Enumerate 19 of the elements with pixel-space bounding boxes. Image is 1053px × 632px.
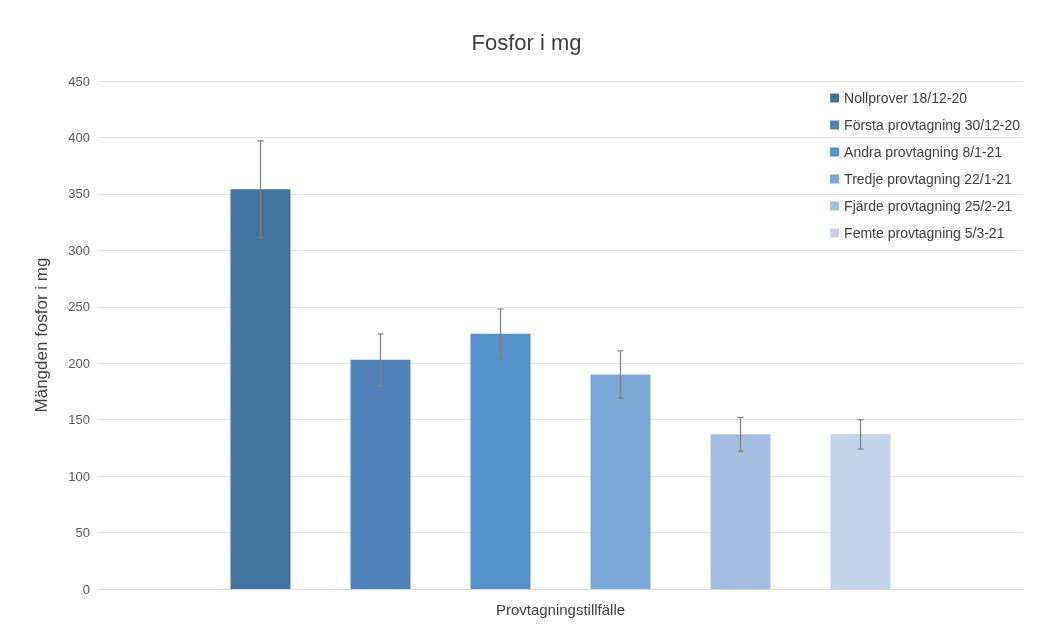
y-tick-label: 200 [68, 355, 90, 371]
y-tick-label: 50 [75, 525, 90, 541]
legend-label: Första provtagning 30/12-20 [844, 117, 1021, 133]
legend-label: Andra provtagning 8/1-21 [844, 144, 1003, 160]
y-axis-title: Mängden fosfor i mg [32, 257, 51, 413]
y-tick-label: 150 [68, 412, 90, 428]
legend-label: Femte provtagning 5/3-21 [844, 225, 1005, 241]
y-tick-label: 100 [68, 468, 90, 484]
legend-label: Tredje provtagning 22/1-21 [844, 171, 1012, 187]
chart-title: Fosfor i mg [471, 29, 582, 55]
y-tick-label: 450 [68, 73, 90, 89]
legend-label: Fjärde provtagning 25/2-21 [844, 198, 1013, 214]
y-tick-label: 350 [68, 186, 90, 202]
legend-label: Nollprover 18/12-20 [844, 90, 968, 106]
y-tick-label: 250 [68, 299, 90, 315]
y-tick-label: 300 [68, 242, 90, 258]
x-axis-title: Provtagningstillfälle [495, 600, 626, 618]
y-tick-label: 400 [68, 129, 90, 145]
y-tick-label: 0 [82, 581, 90, 597]
